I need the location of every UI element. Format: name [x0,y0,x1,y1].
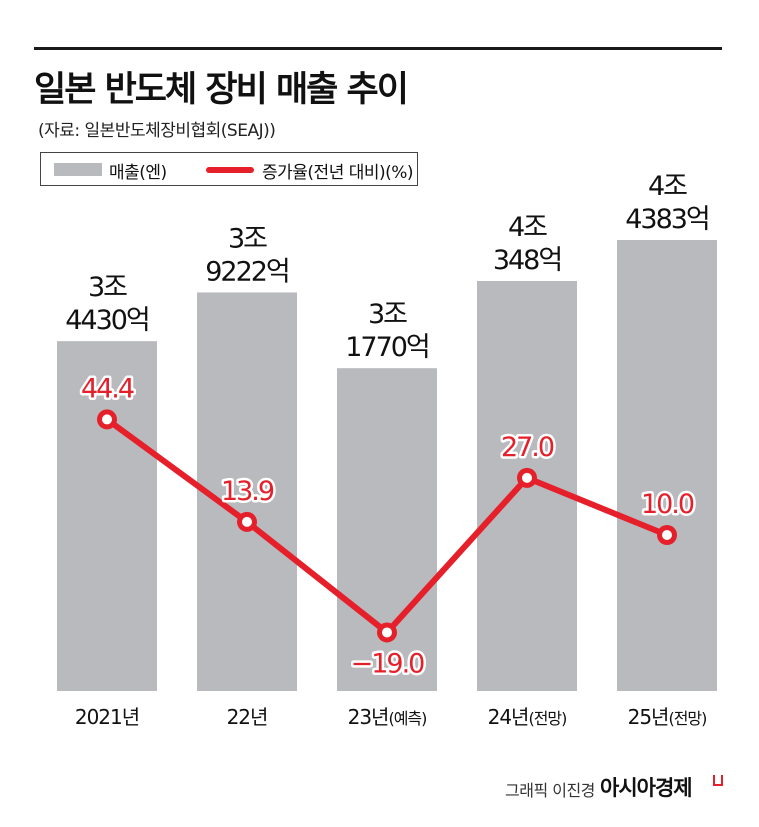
legend: 매출(엔) 증가율(전년 대비)(%) [40,152,418,186]
growth-value-label: 27.0 [501,432,554,463]
bar [197,292,297,691]
bar-value-label: 4383억 [625,204,709,235]
chart-title: 일본 반도체 장비 매출 추이 [34,70,409,110]
bar-value-label: 4430억 [65,305,149,336]
bar-value-label: 348억 [493,245,561,276]
growth-marker-center [242,516,252,527]
bar-value-label: 4조 [508,212,547,243]
category-label: 24년(전망) [488,705,567,729]
graphic-credit: 그래픽 이진경 [505,781,595,800]
bar [617,240,717,691]
growth-value-label: 10.0 [641,489,694,520]
bar-value-label: 1770억 [345,332,429,363]
category-label: 2021년 [75,705,139,729]
growth-marker-center [382,627,392,638]
category-label: 23년(예측) [348,705,427,729]
growth-marker-center [102,414,112,425]
chart-source: (자료: 일본반도체장비협회(SEAJ)) [38,121,276,141]
growth-value-label: 13.9 [221,476,274,507]
brand-logo: 아시아경제 [600,776,693,800]
category-label: 22년 [227,705,268,729]
brand-mark-icon [713,775,723,786]
legend-bar-label: 매출(엔) [109,163,167,183]
legend-bar-swatch [54,163,102,176]
legend-line-swatch [206,167,254,173]
bar [337,368,437,691]
bar [57,341,157,691]
bar-value-label: 3조 [228,223,267,254]
growth-marker-center [522,472,532,483]
growth-marker-center [662,530,672,540]
legend-line-label: 증가율(전년 대비)(%) [262,163,414,183]
title-rule [34,47,722,50]
bar-value-label: 3조 [88,272,127,303]
category-label: 25년(전망) [628,705,707,729]
bar-value-label: 4조 [648,171,687,202]
growth-value-label: 44.4 [81,373,134,404]
bar-value-label: 3조 [368,299,407,330]
bar-value-label: 9222억 [205,256,289,287]
growth-value-label: −19.0 [351,648,425,679]
